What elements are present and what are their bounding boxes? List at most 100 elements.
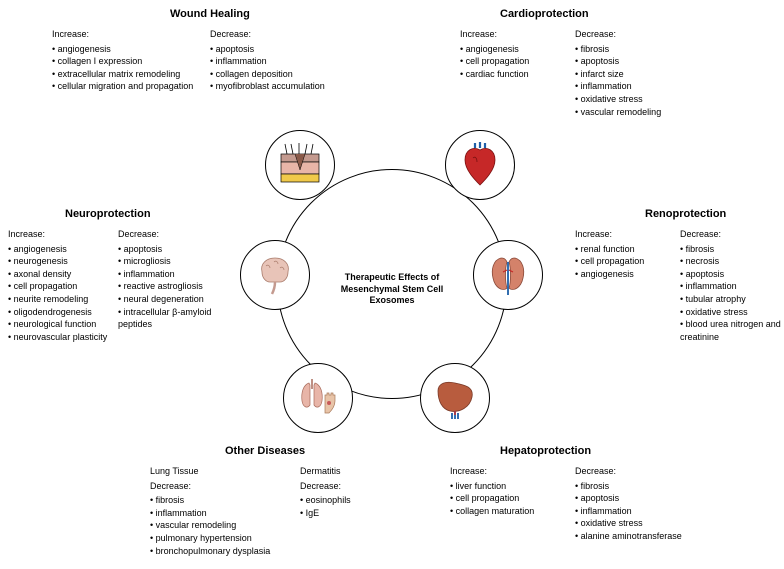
hepato-increase-list: liver functioncell propagationcollagen m…: [450, 480, 570, 518]
decrease-label: Decrease:: [575, 28, 695, 41]
cardio-decrease: Decrease: fibrosisapoptosisinfarct sizei…: [575, 28, 695, 118]
neuro-increase-list: angiogenesisneurogenesisaxonal densityce…: [8, 243, 116, 344]
list-item: reactive astrogliosis: [118, 280, 238, 293]
list-item: neurogenesis: [8, 255, 116, 268]
increase-label: Increase:: [575, 228, 675, 241]
list-item: oxidative stress: [575, 517, 705, 530]
list-item: cellular migration and propagation: [52, 80, 207, 93]
list-item: cell propagation: [450, 492, 570, 505]
other-lung-list: fibrosisinflammationvascular remodelingp…: [150, 494, 295, 557]
title-neuroprotection: Neuroprotection: [65, 208, 151, 220]
list-item: inflammation: [210, 55, 350, 68]
list-item: apoptosis: [575, 492, 705, 505]
other-lung: Lung Tissue Decrease: fibrosisinflammati…: [150, 465, 295, 557]
list-item: neurite remodeling: [8, 293, 116, 306]
increase-label: Increase:: [450, 465, 570, 478]
dermatitis-label: Dermatitis: [300, 465, 400, 478]
list-item: renal function: [575, 243, 675, 256]
list-item: fibrosis: [575, 480, 705, 493]
list-item: inflammation: [118, 268, 238, 281]
list-item: fibrosis: [575, 43, 695, 56]
list-item: inflammation: [150, 507, 295, 520]
skin-icon: [275, 140, 325, 190]
list-item: blood urea nitrogen and creatinine: [680, 318, 782, 343]
list-item: infarct size: [575, 68, 695, 81]
list-item: cell propagation: [575, 255, 675, 268]
neuro-decrease: Decrease: apoptosismicrogliosisinflammat…: [118, 228, 238, 331]
list-item: fibrosis: [150, 494, 295, 507]
list-item: extracellular matrix remodeling: [52, 68, 207, 81]
decrease-label: Decrease:: [210, 28, 350, 41]
list-item: necrosis: [680, 255, 782, 268]
list-item: neural degeneration: [118, 293, 238, 306]
list-item: bronchopulmonary dysplasia: [150, 545, 295, 558]
list-item: apoptosis: [118, 243, 238, 256]
list-item: apoptosis: [575, 55, 695, 68]
title-wound-healing: Wound Healing: [170, 8, 250, 20]
list-item: inflammation: [575, 505, 705, 518]
node-renoprotection: [473, 240, 543, 310]
list-item: cell propagation: [460, 55, 570, 68]
brain-icon: [250, 250, 300, 300]
node-other-diseases: [283, 363, 353, 433]
list-item: axonal density: [8, 268, 116, 281]
list-item: oligodendrogenesis: [8, 306, 116, 319]
heart-icon: [455, 140, 505, 190]
decrease-label: Decrease:: [300, 480, 400, 493]
list-item: vascular remodeling: [575, 106, 695, 119]
reno-increase: Increase: renal functioncell propagation…: [575, 228, 675, 280]
list-item: alanine aminotransferase: [575, 530, 705, 543]
list-item: liver function: [450, 480, 570, 493]
list-item: cardiac function: [460, 68, 570, 81]
list-item: cell propagation: [8, 280, 116, 293]
list-item: tubular atrophy: [680, 293, 782, 306]
hepato-increase: Increase: liver functioncell propagation…: [450, 465, 570, 517]
hepato-decrease-list: fibrosisapoptosisinflammationoxidative s…: [575, 480, 705, 543]
title-hepatoprotection: Hepatoprotection: [500, 445, 591, 457]
list-item: eosinophils: [300, 494, 400, 507]
reno-decrease: Decrease: fibrosisnecrosisapoptosisinfla…: [680, 228, 782, 343]
list-item: inflammation: [680, 280, 782, 293]
title-cardioprotection: Cardioprotection: [500, 8, 589, 20]
kidney-icon: [483, 250, 533, 300]
title-other-diseases: Other Diseases: [225, 445, 305, 457]
increase-label: Increase:: [8, 228, 116, 241]
wound-healing-decrease: Decrease: apoptosisinflammationcollagen …: [210, 28, 350, 93]
list-item: apoptosis: [210, 43, 350, 56]
list-item: angiogenesis: [575, 268, 675, 281]
list-item: inflammation: [575, 80, 695, 93]
decrease-label: Decrease:: [680, 228, 782, 241]
list-item: fibrosis: [680, 243, 782, 256]
list-item: collagen I expression: [52, 55, 207, 68]
node-neuroprotection: [240, 240, 310, 310]
list-item: angiogenesis: [460, 43, 570, 56]
list-item: neurological function: [8, 318, 116, 331]
wound-healing-increase-list: angiogenesiscollagen I expressionextrace…: [52, 43, 207, 93]
decrease-label: Decrease:: [150, 480, 295, 493]
lung-hand-icon: [293, 373, 343, 423]
list-item: apoptosis: [680, 268, 782, 281]
decrease-label: Decrease:: [575, 465, 705, 478]
list-item: oxidative stress: [575, 93, 695, 106]
node-hepatoprotection: [420, 363, 490, 433]
other-dermatitis-list: eosinophilsIgE: [300, 494, 400, 519]
liver-icon: [430, 373, 480, 423]
list-item: vascular remodeling: [150, 519, 295, 532]
list-item: angiogenesis: [52, 43, 207, 56]
list-item: collagen maturation: [450, 505, 570, 518]
list-item: intracellular β-amyloid peptides: [118, 306, 238, 331]
other-dermatitis: Dermatitis Decrease: eosinophilsIgE: [300, 465, 400, 519]
wound-healing-decrease-list: apoptosisinflammationcollagen deposition…: [210, 43, 350, 93]
list-item: oxidative stress: [680, 306, 782, 319]
node-wound-healing: [265, 130, 335, 200]
center-title-line1: Therapeutic Effects ofMesenchymal Stem C…: [341, 272, 444, 305]
neuro-increase: Increase: angiogenesisneurogenesisaxonal…: [8, 228, 116, 343]
list-item: neurovascular plasticity: [8, 331, 116, 344]
title-renoprotection: Renoprotection: [645, 208, 726, 220]
list-item: collagen deposition: [210, 68, 350, 81]
cardio-increase-list: angiogenesiscell propagationcardiac func…: [460, 43, 570, 81]
reno-increase-list: renal functioncell propagationangiogenes…: [575, 243, 675, 281]
center-title: Therapeutic Effects ofMesenchymal Stem C…: [320, 272, 464, 307]
list-item: myofibroblast accumulation: [210, 80, 350, 93]
lung-tissue-label: Lung Tissue: [150, 465, 295, 478]
